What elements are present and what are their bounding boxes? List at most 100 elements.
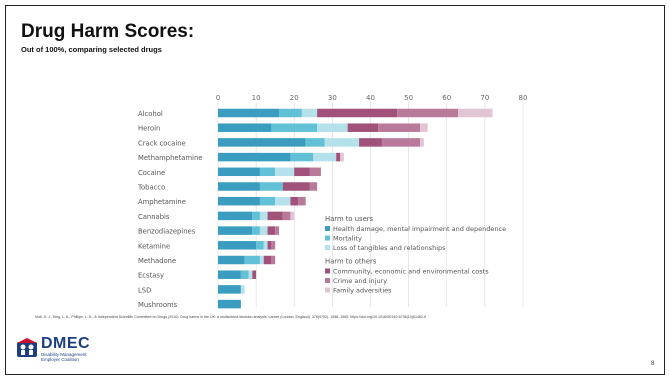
legend-swatch	[325, 268, 330, 274]
legend-swatch	[325, 235, 330, 241]
bar-segment	[267, 241, 272, 250]
bar-segment	[294, 167, 310, 177]
bar-segment	[218, 226, 253, 235]
bar-segment	[252, 226, 260, 235]
bar-segment	[275, 226, 279, 235]
bar-segment	[218, 138, 306, 147]
category-label: Benzodiazepines	[138, 228, 196, 236]
bar-segment	[290, 196, 299, 206]
bar-segment	[218, 270, 241, 279]
legend-entry: Loss of tangibles and relationships	[333, 244, 446, 252]
bar-segment	[309, 182, 318, 191]
x-tick-labels: 0 10 20 30 40 50 60 70 80	[216, 94, 528, 102]
legend-entry: Crime and injury	[333, 277, 387, 285]
bar-segment	[259, 226, 268, 235]
bar-segment	[218, 285, 241, 294]
bar-segment	[347, 123, 379, 132]
bar-segment	[248, 270, 253, 279]
citation-text: Nutt, D. J., King, L. A., Phillips, L. D…	[35, 315, 427, 319]
category-label: Amphetamine	[138, 198, 186, 206]
bar-segment	[218, 108, 279, 118]
page-number: 8	[651, 361, 655, 367]
bar-segment	[279, 108, 302, 118]
bar-segment	[378, 123, 421, 132]
bar-segment	[259, 211, 268, 221]
logo-line-1: Disability Management	[41, 352, 87, 357]
bar-segment	[218, 211, 253, 221]
dmec-logo: DMEC Disability Management Employer Coal…	[16, 335, 126, 365]
bar-segment	[290, 211, 295, 221]
legend-entry: Mortality	[333, 235, 362, 243]
logo-name: DMEC	[41, 335, 91, 352]
category-label: Cocaine	[138, 169, 165, 177]
x-tick-label: 20	[290, 94, 299, 102]
bar-segment	[282, 211, 291, 221]
bar-segment	[259, 196, 276, 206]
bar-segment	[301, 108, 318, 118]
legend-swatch	[325, 287, 330, 293]
legend-swatch	[325, 226, 330, 231]
slide-title: Drug Harm Scores:	[21, 21, 195, 42]
category-label: Cannabis	[138, 213, 170, 221]
bar-segment	[324, 138, 360, 147]
bar-segment	[218, 241, 257, 250]
legend-swatch	[325, 278, 330, 283]
x-tick-label: 70	[480, 94, 489, 102]
legend-entry: Health damage, mental impairment and dep…	[333, 225, 506, 233]
category-label: Crack cocaine	[138, 139, 186, 147]
bar-segment	[256, 241, 264, 250]
legend-swatch	[325, 245, 330, 250]
bar-segment	[275, 196, 291, 206]
x-tick-label: 10	[252, 94, 261, 102]
bar-segment	[275, 167, 295, 177]
logo-line-2: Employer Coalition	[41, 357, 79, 362]
x-tick-label: 50	[404, 94, 413, 102]
bar-segment	[252, 211, 260, 221]
bar-segment	[340, 152, 344, 162]
bar-segment	[271, 255, 276, 265]
bar-segment	[317, 123, 348, 132]
bar-segment	[298, 196, 306, 206]
drug-harm-chart: 0 10 20 30 40 50 60 70 80 Alcohol Heroin Crack coc…	[137, 94, 528, 309]
bar-segment	[359, 138, 382, 147]
bar-segment	[420, 138, 424, 147]
bar-segment	[267, 226, 276, 235]
bar-segment	[218, 182, 260, 191]
category-label: Heroin	[138, 125, 160, 133]
category-label: Alcohol	[138, 110, 163, 118]
legend: Harm to users Health damage, mental impai…	[325, 215, 506, 295]
bar-segment	[282, 182, 310, 191]
bar-segment	[252, 270, 257, 279]
category-label: Methadone	[138, 257, 176, 265]
legend-entry: Family adversities	[333, 287, 392, 295]
bar-segment	[336, 152, 340, 162]
bar-segment	[244, 255, 260, 265]
bar-segment	[420, 123, 428, 132]
bar-segment	[218, 196, 260, 206]
category-label: Ketamine	[138, 242, 170, 250]
slide-frame	[5, 5, 665, 375]
bar-segment	[259, 182, 283, 191]
bar-segment	[263, 255, 272, 265]
bar-segment	[218, 123, 272, 132]
legend-entry: Community, economic and environmental co…	[333, 268, 489, 276]
legend-group-title: Harm to others	[325, 258, 377, 266]
category-label: Ecstasy	[138, 272, 164, 280]
x-tick-label: 60	[442, 94, 451, 102]
bar-segment	[381, 138, 421, 147]
category-label: Tobacco	[137, 184, 165, 192]
category-label: LSD	[138, 286, 151, 294]
bar-segment	[218, 167, 260, 177]
bar-segment	[271, 123, 318, 132]
bar-segment	[305, 138, 325, 147]
category-label: Methamphetamine	[138, 154, 202, 162]
bar-segment	[313, 152, 337, 162]
bar-segment	[397, 108, 459, 118]
bar-segment	[309, 167, 321, 177]
legend-group-title: Harm to users	[325, 215, 374, 223]
bar-segment	[218, 255, 245, 265]
bar-segment	[271, 241, 276, 250]
bar-segment	[259, 255, 264, 265]
bars	[218, 108, 493, 309]
slide-subtitle: Out of 100%, comparing selected drugs	[21, 45, 162, 54]
